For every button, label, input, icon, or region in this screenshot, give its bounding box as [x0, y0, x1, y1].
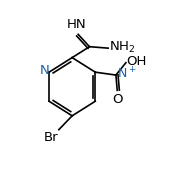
Text: OH: OH [127, 55, 147, 68]
Text: O: O [112, 93, 122, 105]
Text: N: N [40, 64, 49, 77]
Text: HN: HN [67, 18, 87, 31]
Text: N$^+$: N$^+$ [117, 67, 136, 82]
Text: NH$_2$: NH$_2$ [110, 40, 136, 55]
Text: Br: Br [44, 131, 58, 144]
